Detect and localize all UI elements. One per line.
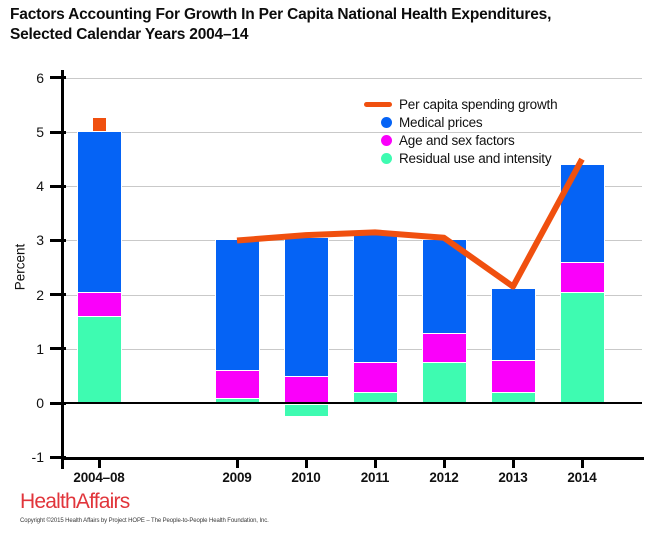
legend-item-residual: Residual use and intensity (362, 149, 557, 167)
y-tick-label: 2 (36, 286, 44, 303)
line-swatch-icon (364, 101, 392, 107)
x-axis-tick (442, 459, 446, 468)
grid-line (61, 240, 642, 242)
grid-line (61, 348, 642, 350)
x-axis-tick (511, 459, 515, 468)
grid-line (61, 294, 642, 296)
bar-segment (283, 374, 329, 404)
legend-label-medical-prices: Medical prices (399, 114, 483, 130)
legend-label-age-sex: Age and sex factors (399, 132, 515, 148)
bar-segment (283, 404, 329, 417)
grid-line (61, 132, 642, 134)
spending-growth-square-marker (92, 117, 106, 131)
y-tick-label: 4 (36, 178, 44, 195)
bar-segment (490, 391, 536, 404)
bar-segment (559, 163, 605, 264)
bar-segment (214, 369, 260, 399)
x-axis-tick (97, 459, 101, 468)
x-tick-label: 2014 (567, 470, 597, 485)
y-tick-label: -1 (31, 449, 44, 466)
y-axis-tick (50, 184, 66, 188)
bar-segment (490, 288, 536, 361)
zero-baseline (61, 402, 642, 404)
dot-swatch-icon (381, 152, 392, 164)
bar-segment (421, 331, 467, 364)
x-axis-line (61, 456, 644, 460)
bar-segment (352, 391, 398, 404)
bar-segment (76, 315, 122, 404)
x-axis-tick (580, 459, 584, 468)
bar-segment (283, 236, 329, 377)
bar-segment (214, 396, 260, 405)
bar-segment (559, 261, 605, 293)
bar-segment (352, 361, 398, 394)
y-axis-tick (50, 293, 66, 297)
y-axis-tick (50, 76, 66, 80)
x-axis-tick (235, 459, 239, 468)
bar-segment (76, 131, 122, 293)
bar-segment (421, 361, 467, 404)
bar-segment (76, 290, 122, 318)
x-tick-label: 2004–08 (73, 470, 125, 485)
y-axis-line (61, 70, 64, 469)
y-axis-tick (50, 455, 66, 459)
bar-segment (421, 239, 467, 334)
legend-item-age-sex: Age and sex factors (362, 131, 557, 149)
legend-swatch-cell (362, 152, 392, 164)
y-axis-tick (50, 238, 66, 242)
legend-item-medical-prices: Medical prices (362, 113, 557, 131)
legend-item-spending-growth: Per capita spending growth (362, 95, 558, 113)
chart-legend: Per capita spending growth Medical price… (362, 95, 558, 167)
y-tick-label: 3 (36, 232, 44, 249)
health-affairs-logo: HealthAffairs (20, 490, 130, 513)
y-axis-tick (50, 130, 66, 134)
y-axis-tick (50, 401, 66, 405)
copyright-text: Copyright ©2015 Health Affairs by Projec… (20, 518, 269, 524)
dot-swatch-icon (381, 134, 392, 146)
y-tick-label: 6 (36, 69, 44, 86)
legend-label-residual: Residual use and intensity (399, 150, 552, 166)
legend-label-spending-growth: Per capita spending growth (399, 96, 558, 112)
legend-swatch-cell (362, 134, 392, 146)
legend-swatch-cell (362, 116, 392, 128)
chart-title-line2: Selected Calendar Years 2004–14 (10, 26, 249, 43)
bar-segment (352, 231, 398, 364)
bar-segment (214, 239, 260, 372)
dot-swatch-icon (381, 116, 392, 128)
x-tick-label: 2010 (291, 470, 321, 485)
y-tick-label: 1 (36, 340, 44, 357)
x-tick-label: 2011 (360, 470, 390, 485)
y-tick-label: 5 (36, 124, 44, 141)
y-axis-tick (50, 347, 66, 351)
bar-segment (559, 290, 605, 404)
x-axis-tick (304, 459, 308, 468)
grid-line (61, 186, 642, 188)
chart-title-line1: Factors Accounting For Growth In Per Cap… (10, 6, 552, 23)
x-tick-label: 2012 (429, 470, 459, 485)
x-axis-tick (373, 459, 377, 468)
x-tick-label: 2013 (498, 470, 528, 485)
y-tick-label: 0 (36, 395, 44, 411)
grid-line (61, 77, 642, 79)
x-tick-label: 2009 (222, 470, 252, 485)
legend-swatch-cell (362, 101, 392, 107)
chart-title: Factors Accounting For Growth In Per Cap… (10, 5, 551, 45)
bar-segment (490, 358, 536, 394)
